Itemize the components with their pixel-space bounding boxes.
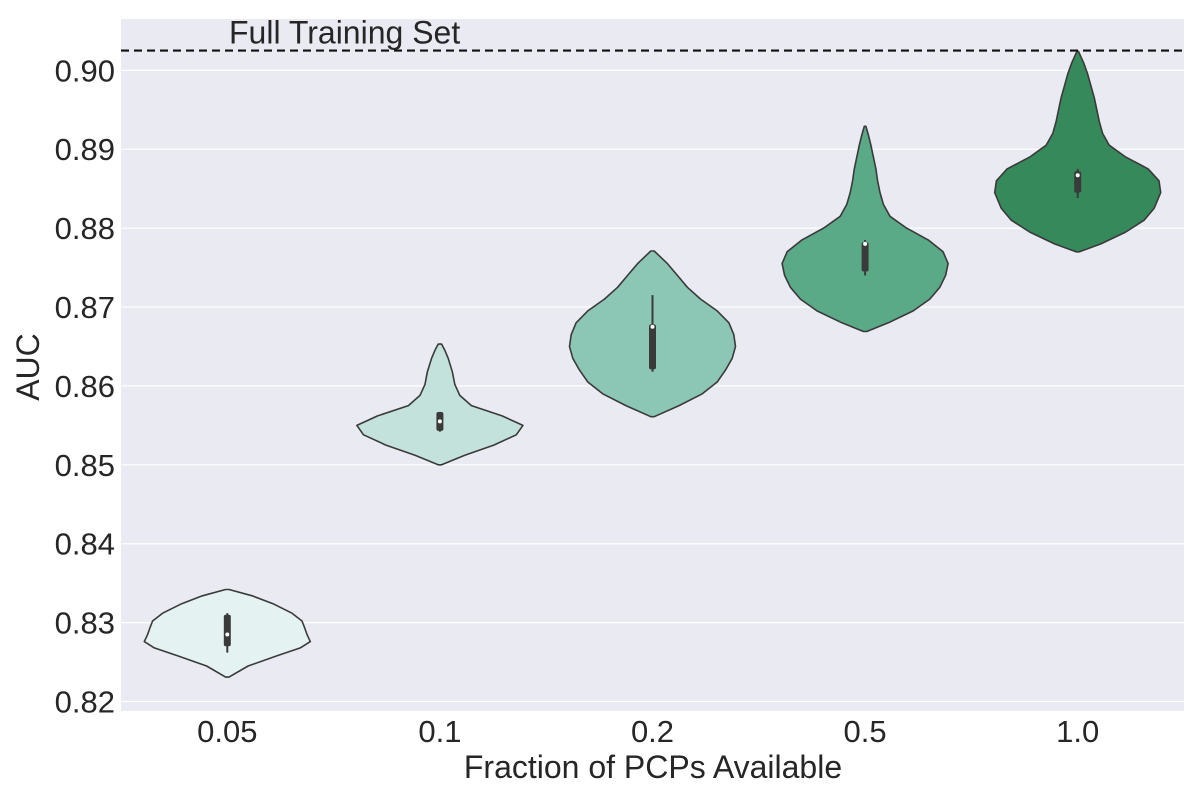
y-tick-label: 0.82: [55, 685, 115, 720]
violin-median: [225, 632, 230, 637]
violin-median: [1075, 173, 1080, 178]
violin-median: [437, 419, 442, 424]
violin-iqr-box: [1074, 171, 1082, 193]
violin-iqr-box: [223, 614, 231, 647]
violin-body: [356, 343, 524, 466]
violin-body: [781, 125, 949, 333]
x-tick-label: 0.1: [418, 714, 461, 749]
x-tick-labels: 0.05 0.1 0.2 0.5 1.0: [197, 714, 1099, 749]
violin-median: [650, 324, 655, 329]
y-tick-label: 0.90: [55, 53, 115, 88]
y-tick-label: 0.89: [55, 132, 115, 167]
y-tick-label: 0.83: [55, 606, 115, 641]
violin-median: [863, 241, 868, 246]
x-tick-label: 0.2: [631, 714, 674, 749]
y-tick-label: 0.88: [55, 211, 115, 246]
violin-iqr-box: [649, 324, 656, 370]
y-tick-label: 0.85: [55, 448, 115, 483]
y-tick-label: 0.86: [55, 369, 115, 404]
reference-line-group: Full Training Set: [121, 15, 1184, 52]
x-tick-label: 0.05: [197, 714, 257, 749]
y-axis-label: AUC: [10, 333, 46, 401]
x-tick-label: 0.5: [844, 714, 887, 749]
violins: [143, 50, 1162, 678]
violin-iqr-box: [861, 242, 869, 272]
x-axis-label: Fraction of PCPs Available: [464, 749, 842, 785]
y-tick-labels: 0.82 0.83 0.84 0.85 0.86 0.87 0.88 0.89 0.90: [55, 53, 115, 719]
x-tick-label: 1.0: [1056, 714, 1099, 749]
y-tick-label: 0.84: [55, 527, 115, 562]
y-tick-label: 0.87: [55, 290, 115, 325]
reference-line-label: Full Training Set: [229, 15, 460, 51]
